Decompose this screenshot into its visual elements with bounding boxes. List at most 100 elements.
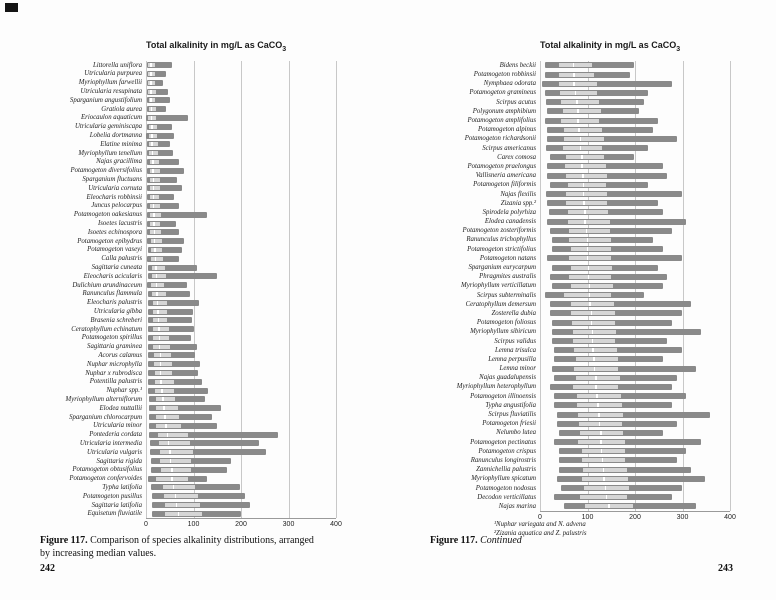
median-line [602,467,605,472]
x-tick-label: 300 [676,513,689,521]
species-row [540,373,730,382]
species-label: Myriophyllum alterniflorum [65,395,142,403]
median-line [157,318,160,323]
iqr-box [563,293,612,298]
species-label: Sagittaria latifolia [91,501,142,509]
species-label: Potamogeton oakesianus [73,211,142,219]
species-row [146,246,336,255]
median-line [159,362,161,367]
range-bar [147,211,207,218]
species-row [146,465,336,474]
species-row [540,474,730,483]
median-line [165,423,167,428]
species-label: Potamogeton amplifolius [467,117,536,125]
species-label: Sparganium chlorocarpum [69,413,142,421]
species-label: Dulichium arundinaceum [72,281,142,289]
species-label: Typha angustifolia [485,401,536,409]
species-label: Myriophyllum spicatum [471,475,536,483]
iqr-box [575,375,620,380]
species-row [146,219,336,228]
species-row [146,404,336,413]
figure-caption-left: Figure 117. Comparison of species alkali… [40,535,322,560]
species-row [146,140,336,149]
species-row [540,290,730,299]
iqr-box [150,239,163,244]
species-row [540,180,730,189]
iqr-box [148,133,158,138]
species-row [146,334,336,343]
iqr-box [148,63,156,68]
caption-continued-text: Continued [480,535,522,546]
species-row [540,419,730,428]
species-label: Sparganium angustifolium [69,96,142,104]
species-label: Vallisneria americana [475,172,536,180]
iqr-box [149,186,161,191]
species-row [146,316,336,325]
species-row [540,235,730,244]
species-label: Potamogeton friesii [482,420,536,428]
iqr-box [561,100,599,105]
alkalinity-chart-right: Total alkalinity in mg/L as CaCO3 Bidens … [428,40,736,525]
range-bar [146,114,188,121]
range-bar [147,308,194,315]
range-bar [150,484,241,491]
species-label: Utricularia gibba [93,308,142,315]
species-label: Potamogeton nodosus [475,484,536,492]
species-row [540,116,730,125]
iqr-box [575,357,618,362]
iqr-box [574,366,619,371]
species-label: Eleocharis acicularis [83,272,142,280]
species-row [146,307,336,316]
species-row [540,88,730,97]
species-row [540,107,730,116]
median-line [577,118,579,123]
species-row [146,298,336,307]
species-row [146,166,336,175]
iqr-box [578,412,624,417]
range-bar [547,172,668,179]
iqr-box [567,219,611,224]
iqr-box [570,247,612,252]
species-label: Lemna minor [499,365,536,373]
species-row [540,79,730,88]
median-line [152,186,155,191]
iqr-box [153,327,169,332]
iqr-box [581,458,626,463]
iqr-box [578,421,622,426]
species-row [540,502,730,511]
species-label: Nelumbo lutea [496,429,536,437]
species-label: Potamogeton crispus [478,447,536,455]
x-tick-label: 300 [282,521,295,529]
species-label: Lemna perpusilla [488,355,536,363]
species-label: Scirpus acutus [496,98,536,106]
range-bar [148,431,279,438]
iqr-box [154,379,174,384]
species-label: Utricularia vulgaris [87,448,142,456]
species-row [540,447,730,456]
median-line [159,371,162,376]
range-bar [147,238,184,245]
chart-title-subscript: 3 [282,45,287,53]
page-number-right: 243 [718,563,733,574]
range-bar [148,343,198,350]
species-row [146,78,336,87]
species-row [146,61,336,70]
species-label: Myriophyllum farwellii [78,79,142,87]
median-line [158,327,160,332]
range-bar [544,117,658,124]
species-label: Potamogeton zosteriformis [462,227,536,235]
median-line [153,230,156,235]
median-line [584,219,586,224]
iqr-box [566,155,604,160]
species-row [540,143,730,152]
species-row [146,210,336,219]
species-label: Phragmites australis [479,273,536,281]
species-row [146,114,336,123]
axis-row: 0 100 200 300 400 [34,519,342,532]
iqr-box [577,403,622,408]
range-bar [146,97,170,104]
iqr-box [152,335,169,340]
median-line [157,309,159,314]
iqr-box [573,339,616,344]
species-label: Nuphar microphylla [86,360,142,368]
